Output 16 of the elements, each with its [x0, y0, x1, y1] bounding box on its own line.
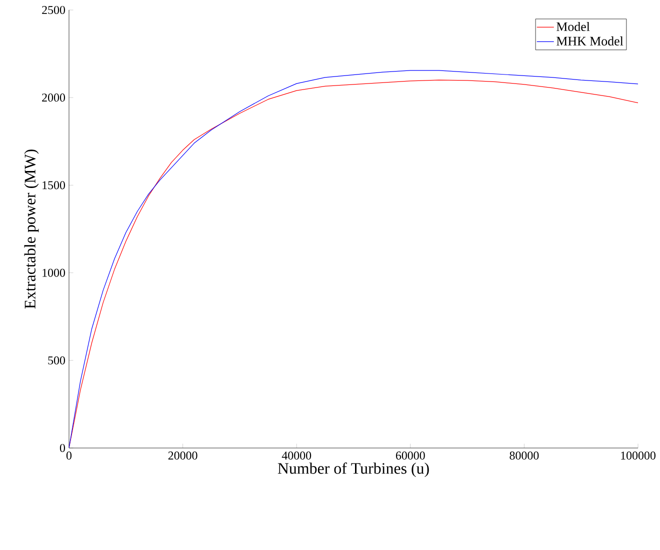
x-tick-label: 100000	[621, 452, 656, 460]
y-tick-label: 0	[60, 444, 66, 452]
y-tick-label: 1500	[42, 181, 66, 190]
y-tick-label: 2000	[42, 94, 66, 102]
legend-label: MHK Model	[556, 36, 624, 46]
x-tick-label: 0	[66, 452, 72, 460]
x-tick-label: 20000	[168, 452, 198, 460]
y-axis-title: Extractable power (MW)	[24, 150, 39, 309]
x-axis-title: Number of Turbines (u)	[278, 462, 429, 478]
x-tick-label: 40000	[282, 452, 312, 460]
y-tick-label: 2500	[42, 6, 66, 14]
y-tick-label: 500	[48, 356, 66, 364]
x-tick-label: 60000	[396, 452, 425, 460]
x-tick-label: 80000	[510, 452, 539, 460]
y-tick-label: 1000	[42, 268, 66, 277]
legend-label: Model	[556, 22, 590, 32]
